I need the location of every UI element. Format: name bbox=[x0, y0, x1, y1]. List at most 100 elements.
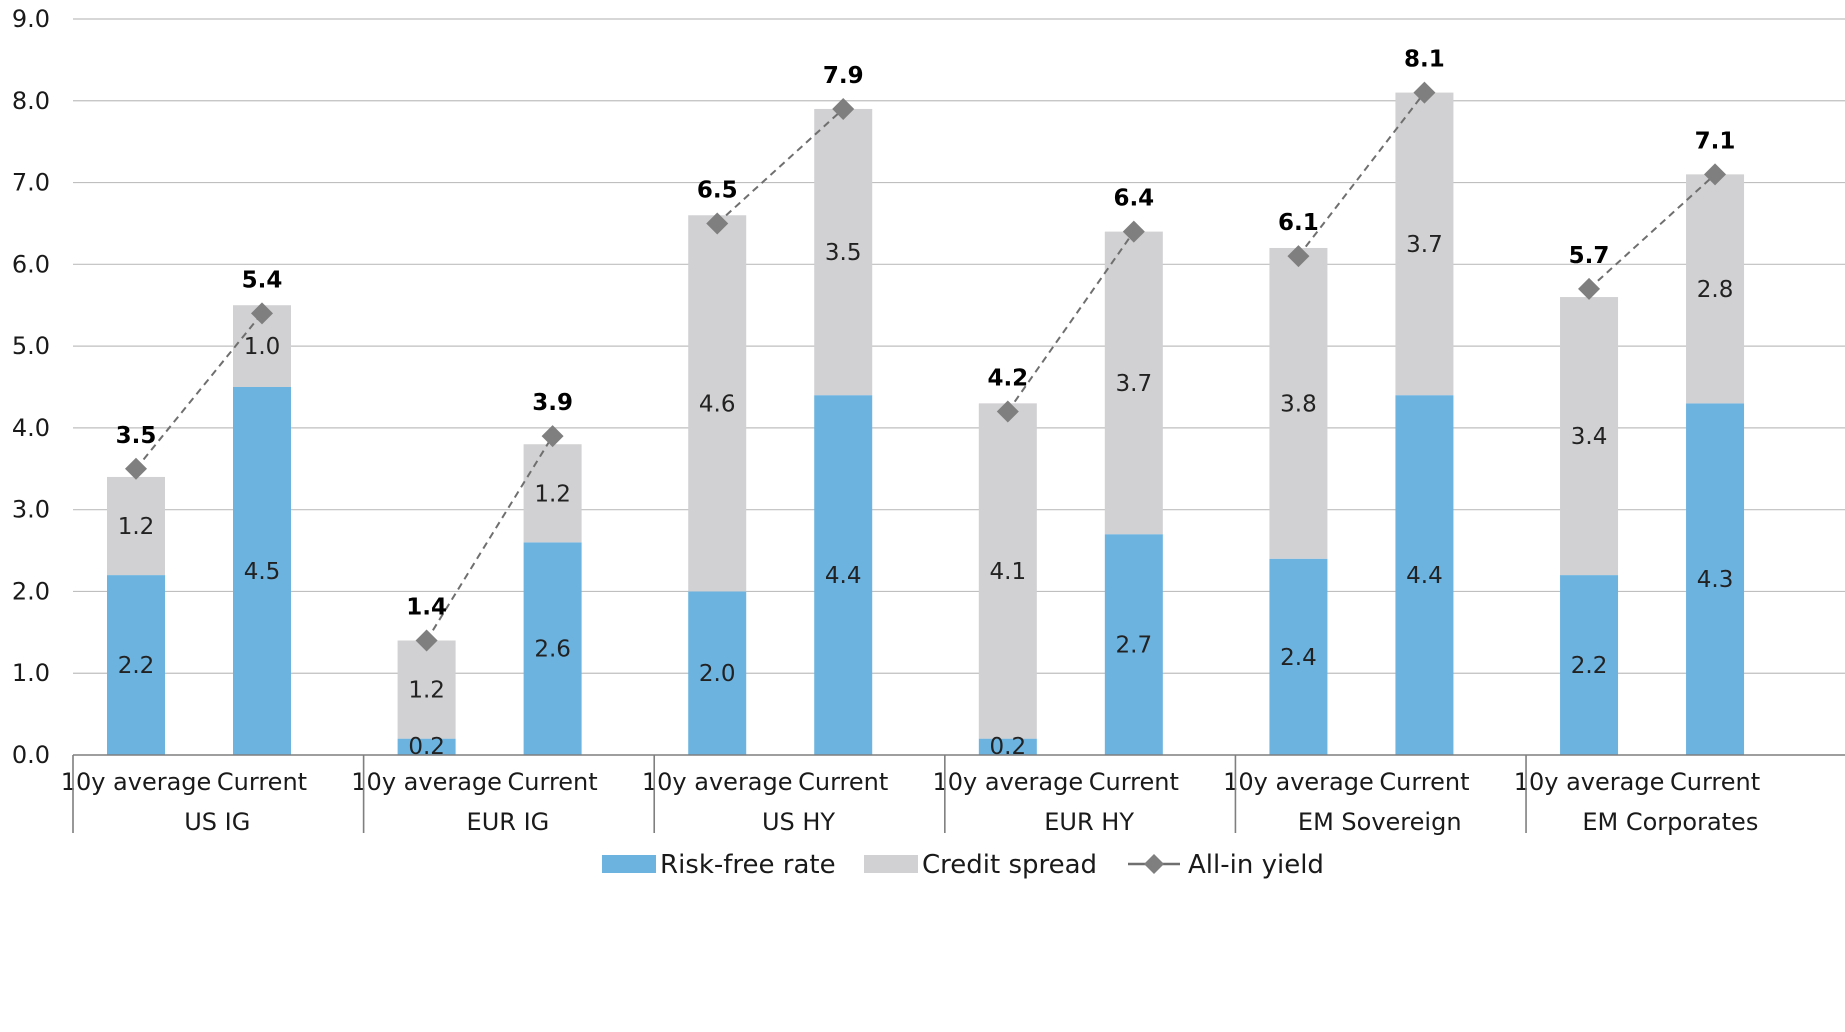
credit-spread-label: 3.7 bbox=[1406, 232, 1443, 258]
y-tick-label: 8.0 bbox=[12, 87, 50, 115]
gridlines bbox=[73, 18, 1845, 674]
all-in-yield-segment bbox=[716, 108, 844, 225]
credit-spread-label: 3.8 bbox=[1280, 391, 1317, 417]
bars bbox=[107, 92, 1745, 755]
bar-risk-free-rate bbox=[688, 591, 747, 755]
x-category-label: Current bbox=[508, 768, 598, 796]
x-category-label: 10y average bbox=[642, 768, 793, 796]
credit-spread-label: 3.5 bbox=[825, 240, 862, 266]
bar-risk-free-rate bbox=[523, 542, 582, 755]
risk-free-rate-label: 0.2 bbox=[408, 734, 445, 760]
x-group-label: EM Sovereign bbox=[1298, 808, 1462, 836]
x-category-label: 10y average bbox=[933, 768, 1084, 796]
risk-free-rate-label: 4.4 bbox=[825, 563, 862, 589]
all-in-yield-segment bbox=[1297, 91, 1426, 257]
all-in-yield-label: 7.9 bbox=[823, 63, 864, 89]
x-category-label: 10y average bbox=[351, 768, 502, 796]
all-in-yield-segment bbox=[1588, 173, 1716, 290]
all-in-yield-label: 5.4 bbox=[242, 267, 283, 293]
x-group-label: EUR HY bbox=[1044, 808, 1134, 836]
credit-spread-label: 3.4 bbox=[1571, 424, 1608, 450]
bar-credit-spread bbox=[1269, 247, 1328, 559]
bar-credit-spread bbox=[107, 476, 165, 576]
risk-free-rate-label: 4.3 bbox=[1697, 567, 1734, 593]
all-in-yield-marker bbox=[1287, 245, 1310, 268]
bar-risk-free-rate bbox=[1104, 534, 1163, 755]
bar-risk-free-rate bbox=[397, 738, 456, 755]
bar-risk-free-rate bbox=[978, 738, 1037, 755]
bar-credit-spread bbox=[1395, 92, 1454, 396]
all-in-yield-marker bbox=[415, 629, 438, 652]
legend-label-risk-free-rate: Risk-free rate bbox=[660, 850, 836, 880]
y-tick-label: 6.0 bbox=[12, 250, 50, 278]
bar-credit-spread bbox=[978, 403, 1037, 739]
all-in-yield-marker bbox=[832, 97, 855, 120]
segment-labels: 2.2 1.2 4.5 1.0 0.2 1.2 2.6 1.2 2.0 4.6 4.4 3.5 0.2 4… bbox=[118, 232, 1734, 760]
bar-credit-spread bbox=[1560, 297, 1619, 576]
risk-free-rate-label: 2.2 bbox=[118, 653, 155, 679]
legend-swatch-risk-free-rate bbox=[602, 855, 656, 873]
bar-credit-spread bbox=[1104, 231, 1163, 535]
bar-credit-spread bbox=[814, 108, 873, 396]
bar-risk-free-rate bbox=[1686, 403, 1745, 755]
all-in-yield-marker bbox=[1704, 163, 1727, 186]
all-in-yield-label: 6.5 bbox=[697, 177, 738, 203]
credit-spread-label: 3.7 bbox=[1116, 371, 1153, 397]
bar-credit-spread bbox=[523, 444, 582, 543]
x-category-label: Current bbox=[798, 768, 888, 796]
risk-free-rate-label: 2.0 bbox=[699, 661, 736, 687]
legend-label-credit-spread: Credit spread bbox=[922, 850, 1097, 880]
credit-spread-label: 1.2 bbox=[408, 678, 445, 704]
all-in-yield-label: 1.4 bbox=[406, 595, 447, 621]
y-tick-label: 3.0 bbox=[12, 496, 50, 524]
risk-free-rate-label: 4.5 bbox=[244, 559, 281, 585]
x-category-label: 10y average bbox=[61, 768, 212, 796]
x-group-label: EUR IG bbox=[467, 808, 550, 836]
risk-free-rate-label: 2.6 bbox=[534, 637, 571, 663]
y-tick-label: 9.0 bbox=[12, 5, 50, 33]
all-in-yield-label: 4.2 bbox=[987, 366, 1028, 392]
legend-swatch-credit-spread bbox=[864, 855, 918, 873]
credit-spread-label: 1.0 bbox=[244, 334, 281, 360]
all-in-yield-label: 5.7 bbox=[1569, 243, 1610, 269]
x-group-label: US IG bbox=[184, 808, 250, 836]
all-in-yield-marker bbox=[1413, 81, 1436, 104]
all-in-yield-label: 6.4 bbox=[1113, 186, 1154, 212]
credit-spread-label: 1.2 bbox=[118, 514, 155, 540]
x-category-label: Current bbox=[1379, 768, 1469, 796]
all-in-yield-segment bbox=[1007, 231, 1135, 413]
bar-risk-free-rate bbox=[1395, 395, 1454, 755]
all-in-yield-marker bbox=[541, 425, 564, 448]
bar-risk-free-rate bbox=[1269, 558, 1328, 755]
risk-free-rate-label: 0.2 bbox=[990, 734, 1027, 760]
y-tick-label: 7.0 bbox=[12, 169, 50, 197]
legend-marker-all-in-yield bbox=[1144, 854, 1164, 874]
y-tick-label: 5.0 bbox=[12, 332, 50, 360]
x-category-label: 10y average bbox=[1223, 768, 1374, 796]
credit-spread-label: 2.8 bbox=[1697, 277, 1734, 303]
y-axis-ticks: 0.0 1.0 2.0 3.0 4.0 5.0 6.0 7.0 8.0 9.0 bbox=[12, 5, 50, 769]
legend-label-all-in-yield: All-in yield bbox=[1188, 850, 1324, 880]
bar-credit-spread bbox=[397, 640, 456, 739]
x-group-label: EM Corporates bbox=[1582, 808, 1758, 836]
x-category-label: 10y average bbox=[1514, 768, 1665, 796]
bar-credit-spread bbox=[688, 215, 747, 592]
credit-spread-label: 4.1 bbox=[990, 559, 1027, 585]
bar-risk-free-rate bbox=[107, 575, 165, 755]
credit-spread-label: 4.6 bbox=[699, 391, 736, 417]
risk-free-rate-label: 4.4 bbox=[1406, 563, 1443, 589]
all-in-yield-marker bbox=[1122, 220, 1145, 243]
x-category-label: Current bbox=[217, 768, 307, 796]
x-group-label: US HY bbox=[762, 808, 835, 836]
all-in-yield-label: 7.1 bbox=[1695, 128, 1736, 154]
risk-free-rate-label: 2.2 bbox=[1571, 653, 1608, 679]
all-in-yield-label: 3.5 bbox=[116, 423, 157, 449]
y-tick-label: 0.0 bbox=[12, 741, 50, 769]
y-tick-label: 1.0 bbox=[12, 659, 50, 687]
all-in-yield-marker bbox=[706, 212, 729, 235]
y-tick-label: 2.0 bbox=[12, 577, 50, 605]
bar-risk-free-rate bbox=[814, 395, 873, 755]
